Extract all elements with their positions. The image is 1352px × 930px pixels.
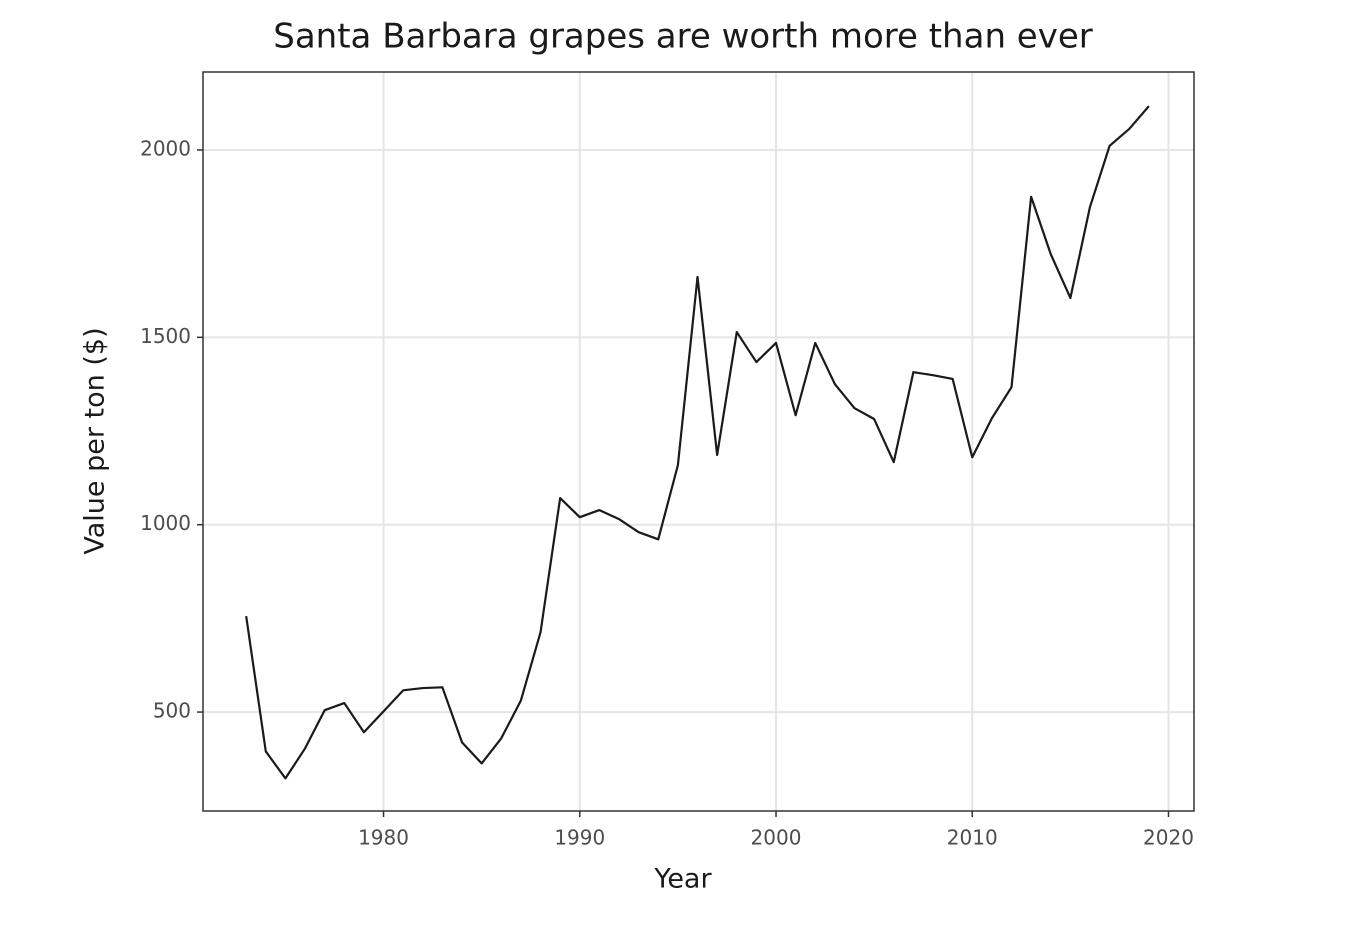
x-tick-label: 1990 [554,826,605,850]
plot-border [202,71,1195,812]
x-tick-label: 1980 [358,826,409,850]
x-axis-title: Year [653,864,712,895]
y-tick-label: 2000 [140,136,191,160]
plot-background [203,72,1194,811]
chart-title: Santa Barbara grapes are worth more than… [273,17,1093,57]
x-tick-label: 2000 [751,826,802,850]
y-axis-title: Value per ton ($) [80,327,111,554]
y-tick-label: 1000 [140,511,191,535]
y-tick-label: 1500 [140,324,191,348]
y-tick-label: 500 [153,699,191,723]
x-tick-label: 2010 [947,826,998,850]
x-tick-label: 2020 [1143,826,1194,850]
data-line [245,105,1150,780]
